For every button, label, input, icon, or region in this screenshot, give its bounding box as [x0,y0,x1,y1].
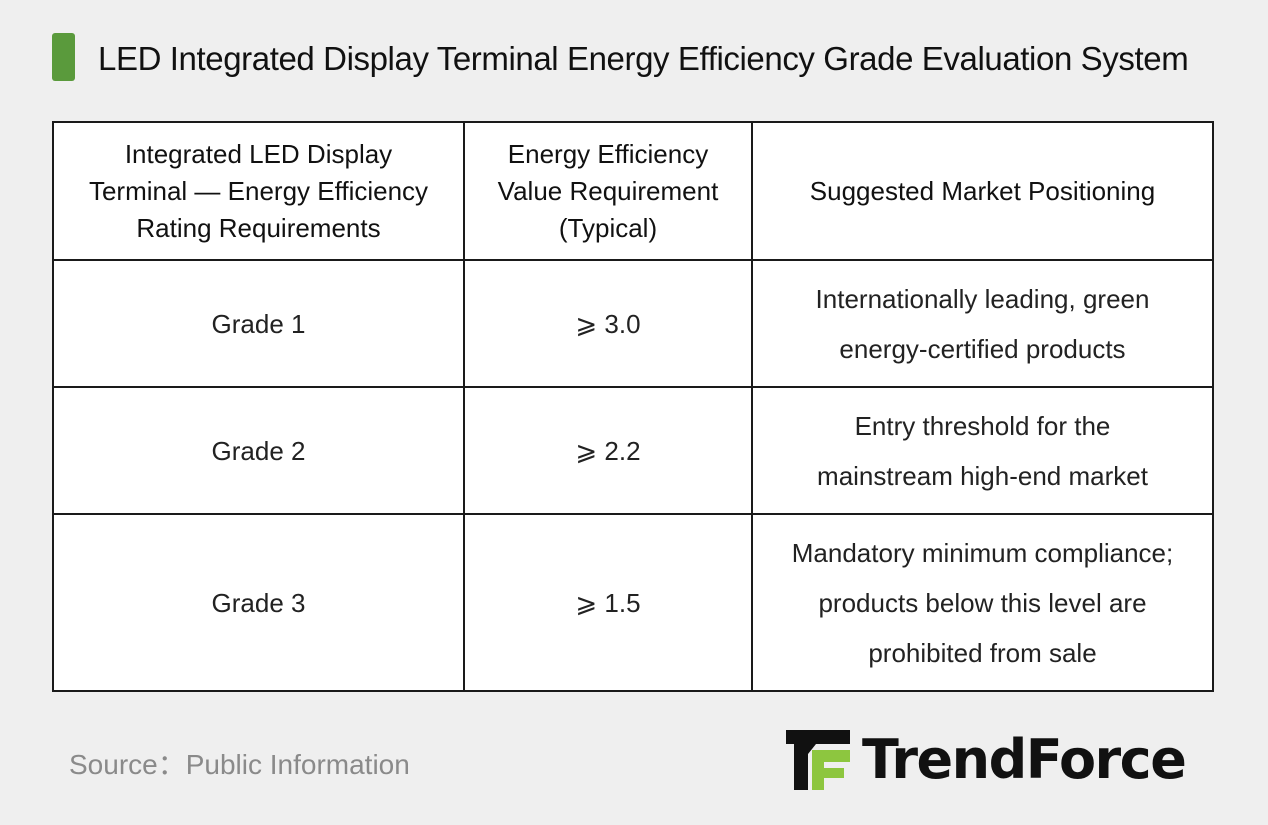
grade-cell: Grade 3 [52,513,465,692]
page-title: LED Integrated Display Terminal Energy E… [98,40,1189,77]
energy-grade-table: Integrated LED Display Terminal — Energy… [52,121,1214,692]
table-row: Grade 1 ⩾ 3.0 Internationally leading, g… [52,259,1214,388]
positioning-cell: Internationally leading, green energy-ce… [751,259,1214,388]
positioning-text: Mandatory minimum compliance; products b… [791,537,1174,668]
value-cell: ⩾ 1.5 [463,513,753,692]
positioning-text: Internationally leading, green energy-ce… [815,283,1150,364]
trendforce-logo-icon [786,730,850,790]
source-note: Source：Public Information [69,749,410,780]
positioning-cell: Entry threshold for the mainstream high-… [751,386,1214,515]
trendforce-logo: TrendForce [786,728,1187,792]
header-rating-requirements: Integrated LED Display Terminal — Energy… [52,121,465,261]
header-efficiency-value: Energy Efficiency Value Requirement (Typ… [463,121,753,261]
positioning-cell: Mandatory minimum compliance; products b… [751,513,1214,692]
grade-cell: Grade 1 [52,259,465,388]
value-cell: ⩾ 3.0 [463,259,753,388]
logo-wordmark: TrendForce [862,728,1187,791]
table-header-row: Integrated LED Display Terminal — Energy… [52,121,1214,261]
value-cell: ⩾ 2.2 [463,386,753,515]
table-row: Grade 3 ⩾ 1.5 Mandatory minimum complian… [52,513,1214,692]
positioning-text: Entry threshold for the mainstream high-… [817,410,1148,491]
grade-cell: Grade 2 [52,386,465,515]
header-market-positioning: Suggested Market Positioning [751,121,1214,261]
table-row: Grade 2 ⩾ 2.2 Entry threshold for the ma… [52,386,1214,515]
title-accent-bar [52,33,75,81]
